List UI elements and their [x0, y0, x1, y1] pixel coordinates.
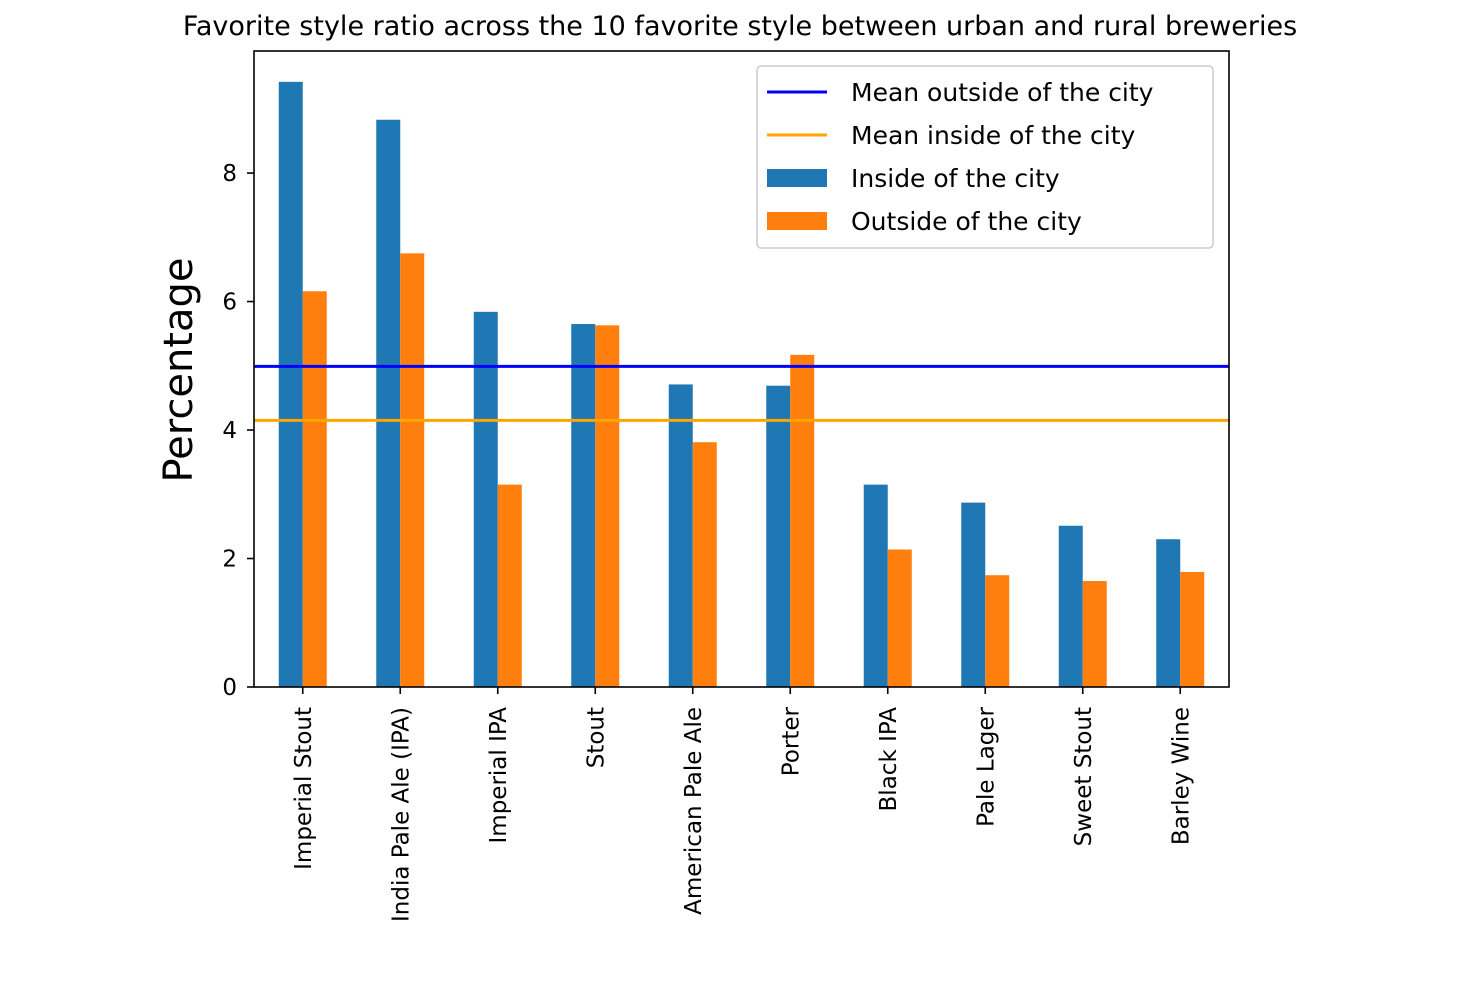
- y-tick-label: 0: [222, 675, 237, 701]
- bar-inside-9: [1156, 539, 1181, 687]
- x-tick-label: Sweet Stout: [1071, 707, 1097, 846]
- x-axis: Imperial Stout India Pale Ale (IPA) Imperi…: [291, 687, 1194, 922]
- x-tick-label: American Pale Ale: [681, 707, 707, 915]
- bar-outside-0: [302, 291, 327, 687]
- legend-label-outside: Outside of the city: [851, 207, 1082, 236]
- legend-swatch-inside: [767, 169, 827, 187]
- reference-lines-group: [254, 364, 1229, 422]
- bars-group: [278, 81, 1205, 688]
- y-tick-label: 6: [222, 290, 237, 316]
- bar-outside-1: [400, 253, 425, 687]
- legend-label-mean-inside: Mean inside of the city: [851, 121, 1136, 150]
- bar-outside-6: [887, 549, 912, 687]
- bar-inside-0: [278, 81, 303, 687]
- x-tick-label: Imperial IPA: [486, 707, 512, 844]
- bar-inside-3: [571, 324, 596, 687]
- bar-outside-9: [1180, 572, 1205, 687]
- x-tick-label: Porter: [778, 706, 804, 776]
- legend: Mean outside of the city Mean inside of …: [756, 65, 1214, 249]
- x-tick-label: Pale Lager: [973, 706, 999, 826]
- bar-inside-7: [961, 502, 986, 687]
- chart-title: Favorite style ratio across the 10 favor…: [183, 11, 1297, 42]
- bar-outside-3: [595, 325, 620, 687]
- bar-inside-1: [376, 119, 401, 688]
- x-tick-label: Imperial Stout: [291, 707, 317, 870]
- bar-outside-7: [985, 575, 1010, 687]
- y-tick-label: 4: [222, 418, 237, 444]
- x-tick-label: Black IPA: [876, 707, 902, 812]
- bar-inside-8: [1058, 525, 1083, 687]
- legend-box: [756, 65, 1214, 249]
- y-tick-label: 2: [222, 547, 237, 573]
- y-axis-label: Percentage: [156, 257, 202, 482]
- x-tick-label: Barley Wine: [1168, 707, 1194, 845]
- x-tick-label: India Pale Ale (IPA): [388, 707, 414, 922]
- x-tick-label: Stout: [583, 707, 609, 768]
- bar-outside-2: [497, 484, 522, 687]
- bar-outside-8: [1082, 581, 1107, 687]
- y-axis: 0 2 4 6 8: [222, 161, 254, 701]
- plot-frame: [253, 50, 1230, 688]
- bar-inside-6: [863, 484, 888, 687]
- bar-outside-5: [790, 354, 815, 687]
- legend-label-mean-outside: Mean outside of the city: [851, 78, 1154, 107]
- bar-outside-4: [692, 442, 717, 687]
- legend-swatch-outside: [767, 212, 827, 230]
- bar-inside-2: [473, 311, 498, 687]
- bar-inside-5: [766, 385, 791, 687]
- y-tick-label: 8: [222, 161, 237, 187]
- bar-inside-4: [668, 384, 693, 687]
- legend-label-inside: Inside of the city: [851, 164, 1060, 193]
